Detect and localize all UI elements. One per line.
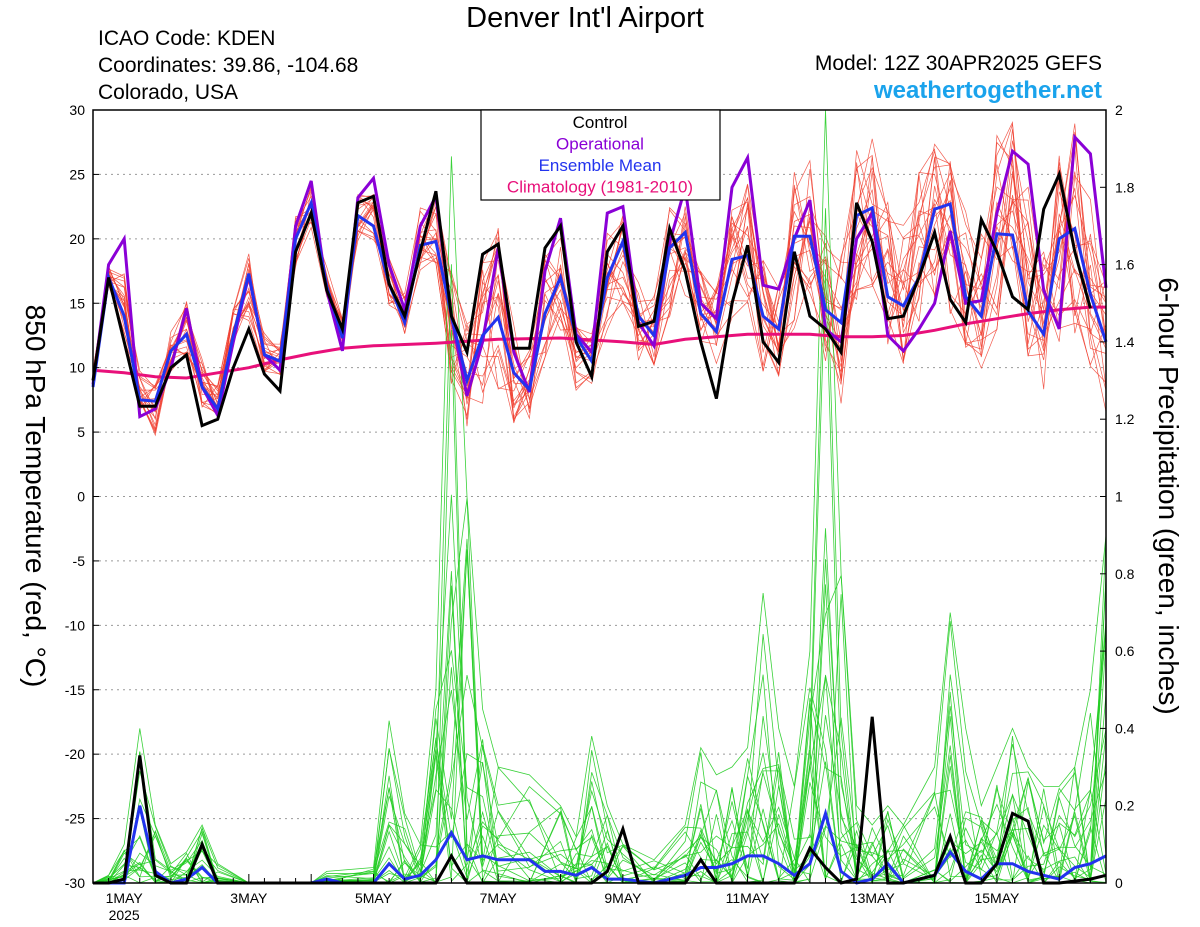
left-tick-label: -25 — [65, 811, 85, 827]
left-tick-label: -10 — [65, 617, 85, 633]
x-tick-label: 15MAY — [974, 890, 1020, 906]
coordinates: Coordinates: 39.86, -104.68 — [98, 54, 359, 77]
x-tick-label: 11MAY — [726, 890, 770, 906]
precip-member-line — [92, 559, 1107, 884]
left-tick-label: -20 — [65, 746, 85, 762]
right-tick-label: 0.4 — [1115, 720, 1135, 736]
model-run: Model: 12Z 30APR2025 GEFS — [814, 52, 1102, 75]
legend-control: Control — [573, 113, 628, 132]
left-tick-label: 20 — [69, 231, 85, 247]
temp-member-line — [92, 162, 1107, 437]
x-tick-label: 1MAY — [106, 890, 144, 906]
right-tick-label: 1.2 — [1115, 411, 1135, 427]
right-tick-label: 0.2 — [1115, 798, 1135, 814]
site-name: weathertogether.net — [873, 77, 1102, 104]
x-tick-label: 7MAY — [480, 890, 518, 906]
axis-ticks: 302520151050-5-10-15-20-25-3021.81.61.41… — [65, 102, 1135, 923]
icao-code: ICAO Code: KDEN — [98, 27, 276, 50]
left-tick-label: -5 — [73, 553, 86, 569]
legend-climatology: Climatology (1981-2010) — [507, 178, 693, 197]
x-tick-label: 9MAY — [604, 890, 642, 906]
right-tick-label: 1.4 — [1115, 334, 1135, 350]
region: Colorado, USA — [98, 81, 239, 104]
right-tick-label: 0.8 — [1115, 566, 1135, 582]
left-tick-label: 10 — [69, 360, 85, 376]
left-tick-label: 30 — [69, 102, 85, 118]
left-tick-label: 15 — [69, 295, 85, 311]
legend-operational: Operational — [556, 135, 644, 154]
right-tick-label: 1.6 — [1115, 257, 1135, 273]
left-tick-label: 25 — [69, 166, 85, 182]
left-tick-label: 5 — [77, 424, 85, 440]
legend: Control Operational Ensemble Mean Climatolo… — [480, 109, 721, 201]
x-tick-label: 5MAY — [355, 890, 393, 906]
right-tick-label: 0.6 — [1115, 643, 1135, 659]
temp-control-line — [91, 169, 1092, 428]
climatology-line — [92, 305, 1106, 380]
right-tick-label: 0 — [1115, 875, 1123, 891]
precip-member-line — [92, 550, 1107, 884]
left-tick-label: -30 — [65, 875, 85, 891]
left-tick-label: -15 — [65, 682, 85, 698]
right-tick-label: 1 — [1115, 489, 1123, 505]
x-tick-label: 13MAY — [850, 890, 896, 906]
x-tick-sublabel: 2025 — [109, 907, 140, 923]
right-tick-label: 1.8 — [1115, 179, 1135, 195]
chart-title: Denver Int'l Airport — [466, 2, 704, 34]
precip-member-line — [92, 494, 1107, 884]
right-tick-label: 2 — [1115, 102, 1123, 118]
precip-member-line — [92, 549, 1107, 884]
left-tick-label: 0 — [77, 489, 85, 505]
legend-ensemble-mean: Ensemble Mean — [539, 156, 662, 175]
x-tick-label: 3MAY — [230, 890, 268, 906]
precip-member-line — [93, 498, 1107, 884]
legend-box — [480, 109, 721, 201]
